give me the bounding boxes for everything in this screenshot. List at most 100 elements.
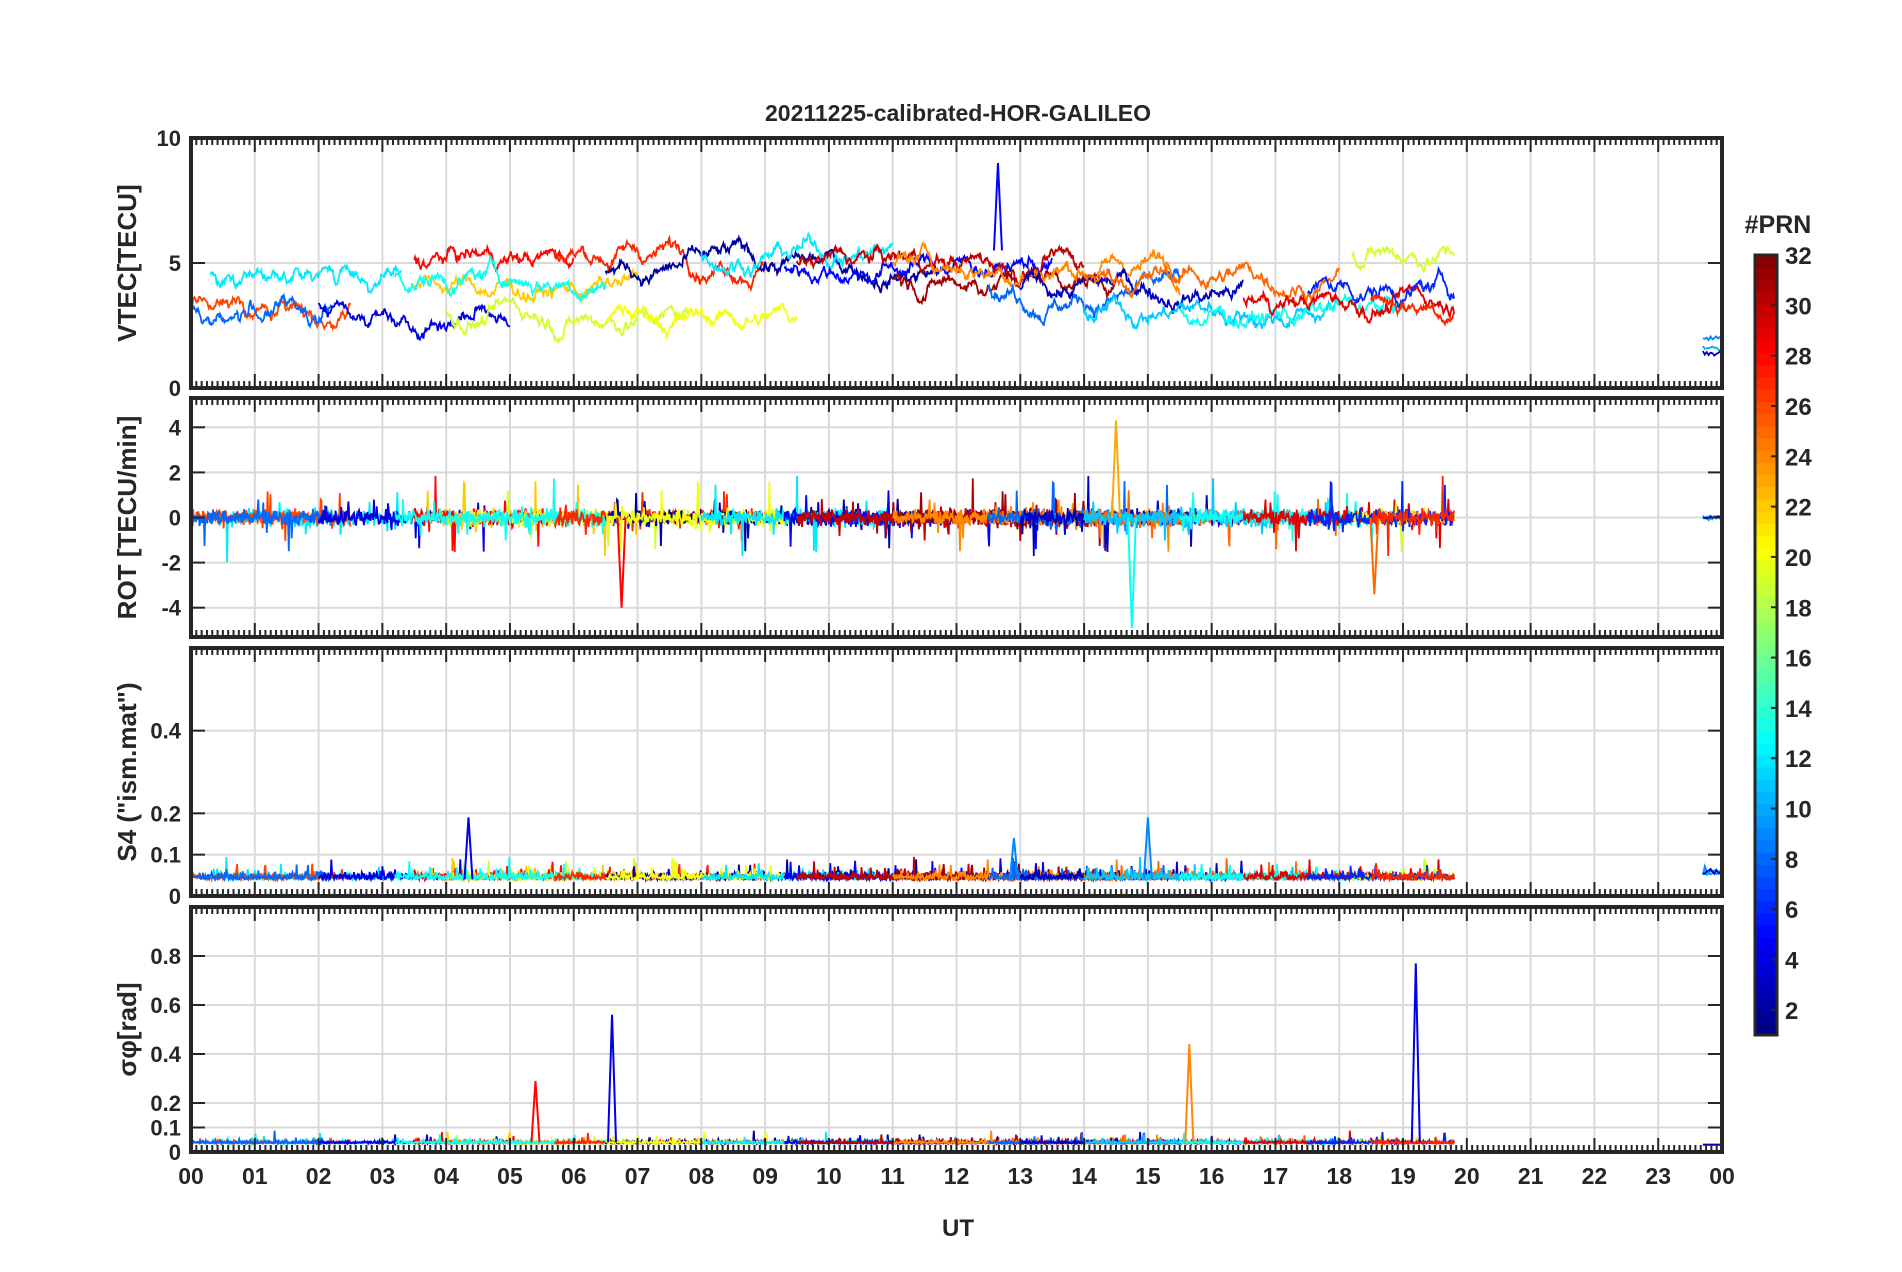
colorbar-segment	[1755, 913, 1777, 926]
y-tick-label: 0.6	[150, 993, 181, 1018]
colorbar-segment	[1755, 267, 1777, 280]
colorbar-segment	[1755, 742, 1777, 756]
series-line-prn13	[394, 253, 607, 304]
colorbar-segment	[1755, 303, 1777, 317]
x-tick-label: 08	[689, 1163, 715, 1189]
series-line-prn12	[209, 262, 402, 294]
colorbar-tick-label: 28	[1785, 344, 1812, 371]
figure-title: 20211225-calibrated-HOR-GALILEO	[765, 100, 1151, 126]
colorbar-segment	[1755, 559, 1777, 573]
colorbar-segment	[1755, 779, 1777, 792]
x-tick-label: 00	[1709, 1163, 1735, 1189]
colorbar-segment	[1755, 328, 1777, 341]
series-line-prn30	[796, 243, 1085, 287]
series-line-prn30	[796, 478, 1085, 541]
peak-mark	[530, 1080, 541, 1143]
colorbar-tick-label: 24	[1785, 444, 1812, 471]
x-tick-label: 02	[306, 1163, 332, 1189]
peak-mark	[1142, 817, 1153, 880]
x-tick-label: 05	[497, 1163, 523, 1189]
colorbar-segment	[1755, 657, 1777, 670]
colorbar-segment	[1755, 425, 1777, 439]
series-line-late	[1702, 345, 1723, 353]
colorbar-segment	[1755, 291, 1777, 305]
series-line-prn29	[1242, 283, 1455, 324]
colorbar-tick-label: 8	[1785, 847, 1798, 874]
y-tick-label: 10	[157, 126, 181, 151]
colorbar-segment	[1755, 352, 1777, 366]
colorbar-segment	[1755, 584, 1777, 597]
x-tick-label: 23	[1645, 1163, 1671, 1189]
series-line-prn8	[190, 864, 333, 883]
colorbar-tick-label: 32	[1785, 243, 1812, 270]
x-tick-label: 19	[1390, 1163, 1416, 1189]
x-tick-label: 17	[1263, 1163, 1289, 1189]
x-tick-label: 07	[625, 1163, 651, 1189]
y-axis-label: S4 ("ism.mat")	[112, 682, 142, 861]
series-group	[190, 817, 1723, 884]
peak-mark	[992, 162, 1003, 251]
series-line-prn5	[783, 252, 1054, 286]
colorbar-segment	[1755, 681, 1777, 695]
colorbar-segment	[1755, 571, 1777, 585]
y-tick-label: 0.4	[150, 1042, 181, 1067]
colorbar-segment	[1755, 376, 1777, 390]
colorbar-segment	[1755, 608, 1777, 622]
colorbar-segment	[1755, 315, 1777, 329]
series-line-prn12	[700, 231, 894, 279]
colorbar-segment	[1755, 888, 1777, 902]
colorbar-segment	[1755, 705, 1777, 719]
colorbar-segment	[1755, 937, 1777, 951]
colorbar-segment	[1755, 413, 1777, 427]
colorbar-tick-label: 6	[1785, 897, 1798, 924]
series-line-prn8	[190, 1130, 333, 1147]
y-tick-label: 0.1	[150, 1116, 181, 1141]
x-axis-label: UT	[942, 1215, 974, 1242]
colorbar-segment	[1755, 730, 1777, 744]
series-line-prn13	[1179, 292, 1404, 330]
colorbar-segment	[1755, 498, 1777, 512]
series-line-prn8	[190, 292, 333, 330]
colorbar-tick-label: 12	[1785, 746, 1812, 773]
colorbar-segment	[1755, 596, 1777, 610]
y-tick-label: 2	[169, 460, 181, 485]
panel-s4: 0 0.1 0.2 0.4 S4 ("ism.mat")	[112, 646, 1724, 909]
colorbar-segment	[1755, 450, 1777, 463]
x-tick-label: 03	[370, 1163, 396, 1189]
colorbar-segment	[1755, 754, 1777, 768]
colorbar-segment	[1755, 693, 1777, 707]
series-line-prn3	[1019, 266, 1244, 315]
series-line-prn6	[1306, 265, 1455, 309]
x-tick-label: 12	[944, 1163, 970, 1189]
colorbar-segment	[1755, 974, 1777, 987]
colorbar-segment	[1755, 949, 1777, 963]
x-tick-label: 01	[242, 1163, 268, 1189]
colorbar-segment	[1755, 852, 1777, 865]
panel-vtec: 0 5 10 VTEC[TECU]	[112, 126, 1724, 401]
x-tick-label: 20	[1454, 1163, 1480, 1189]
colorbar-segment	[1755, 535, 1777, 549]
peak-mark	[1410, 963, 1421, 1143]
colorbar-segment	[1755, 547, 1777, 561]
colorbar-segment	[1755, 925, 1777, 939]
colorbar-segment	[1755, 876, 1777, 890]
x-tick-label: 18	[1326, 1163, 1352, 1189]
y-tick-label: 0	[169, 884, 181, 909]
x-tick-label: 22	[1582, 1163, 1608, 1189]
colorbar-tick-label: 20	[1785, 545, 1812, 572]
y-axis-label: σφ[rad]	[112, 982, 142, 1076]
colorbar-segment	[1755, 401, 1777, 415]
colorbar-segment	[1755, 1022, 1777, 1036]
y-tick-label: 0.8	[150, 944, 181, 969]
x-tick-label: 21	[1518, 1163, 1544, 1189]
colorbar-segment	[1755, 364, 1777, 378]
series-line-prn27	[1370, 863, 1455, 884]
peak-mark	[1110, 420, 1121, 518]
peak-mark	[463, 817, 474, 880]
peak-mark	[1184, 1044, 1195, 1143]
x-tick-label: 06	[561, 1163, 587, 1189]
colorbar-tick-label: 4	[1785, 948, 1799, 975]
x-tick-label: 04	[433, 1163, 459, 1189]
